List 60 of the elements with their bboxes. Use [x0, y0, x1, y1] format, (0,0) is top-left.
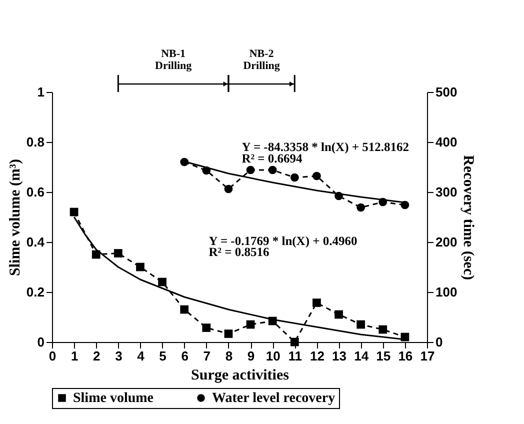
- x-tick-label: 9: [247, 348, 255, 364]
- x-tick-label: 11: [288, 348, 302, 364]
- point: [224, 184, 233, 194]
- x-tick-label: 17: [420, 348, 435, 364]
- y2-axis-title: Recovery time (sec): [460, 155, 476, 280]
- y2-tick-label: 300: [436, 184, 458, 200]
- y2-tick-label: 0: [436, 334, 443, 350]
- y-tick-label: 0.6: [26, 184, 44, 200]
- y-tick-label: 1: [37, 84, 44, 100]
- point: [202, 324, 211, 332]
- x-tick-label: 2: [93, 348, 100, 364]
- annotation: R² = 0.6694: [242, 151, 304, 166]
- point: [114, 249, 122, 258]
- x-tick-label: 10: [266, 348, 280, 364]
- x-tick-label: 8: [225, 348, 233, 364]
- annotation: Y = -84.3358 * ln(X) + 512.8162: [242, 140, 409, 154]
- point: [334, 310, 343, 319]
- point: [356, 203, 366, 212]
- y-axis-title: Slime volume (m³): [7, 159, 24, 276]
- y2-tick-label: 100: [436, 284, 458, 300]
- y2-tick-label: 500: [436, 84, 458, 100]
- x-tick-label: 6: [181, 348, 188, 364]
- point: [136, 262, 144, 272]
- point: [312, 172, 321, 180]
- annotation: Y = -0.1769 * ln(X) + 0.4960: [208, 234, 358, 248]
- annotation: R² = 0.8516: [208, 245, 270, 259]
- x-tick-label: 4: [137, 348, 146, 364]
- x-tick-label: 1: [70, 348, 78, 364]
- x-tick-label: 14: [354, 348, 370, 364]
- y-tick-label: 0.8: [26, 134, 44, 150]
- x-tick-label: 15: [376, 348, 391, 364]
- point: [246, 320, 255, 329]
- x-tick-label: 5: [159, 348, 166, 364]
- point: [312, 298, 321, 307]
- y2-tick-label: 400: [436, 134, 458, 150]
- y-tick-label: 0.2: [26, 284, 44, 300]
- point: [158, 278, 166, 286]
- point: [290, 338, 299, 346]
- x-tick-label: 3: [115, 348, 122, 364]
- x-tick-label: 13: [332, 348, 346, 364]
- x-tick-label: 0: [48, 348, 56, 364]
- point: [268, 166, 277, 174]
- point: [246, 166, 255, 174]
- legend-label: Slime volume: [73, 391, 154, 406]
- point: [378, 325, 388, 334]
- x-tick-label: 7: [203, 348, 211, 364]
- x-tick-label: 12: [310, 348, 324, 364]
- point: [180, 305, 189, 314]
- legend-label: Water level recovery: [212, 391, 336, 406]
- point: [356, 320, 366, 329]
- point: [290, 173, 299, 182]
- point: [224, 330, 233, 338]
- y-tick-label: 0: [37, 334, 44, 350]
- text: NB-1 Drilling: [154, 48, 192, 72]
- text: NB-2 Drilling: [243, 48, 280, 72]
- y-tick-label: 0.4: [26, 234, 46, 250]
- point: [70, 208, 78, 216]
- x-tick-label: 16: [398, 348, 413, 364]
- x-axis-title: Surge activities: [191, 368, 290, 384]
- y2-tick-label: 200: [436, 234, 458, 250]
